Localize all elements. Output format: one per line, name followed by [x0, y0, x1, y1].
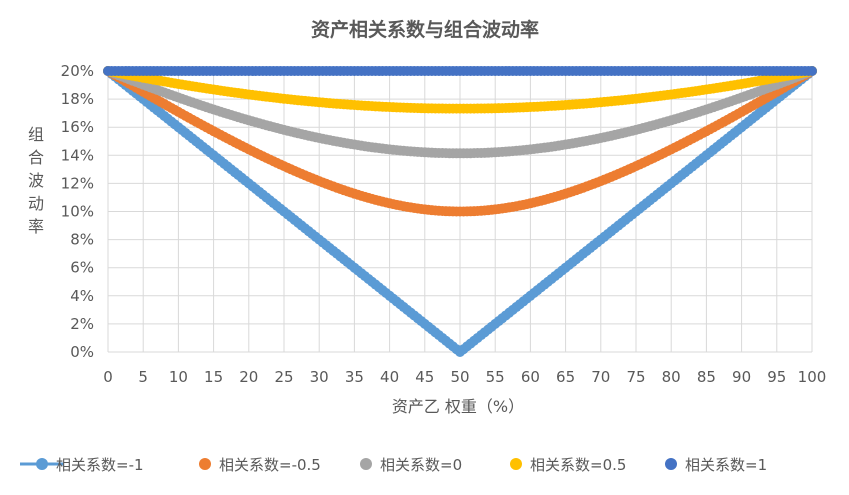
- x-tick-labels: 0 5 10 15 20 25 30 35 40 45 50 55 60 65 70 75 80 85 90 95 10…: [103, 368, 826, 386]
- x-tick-label: 25: [274, 368, 293, 386]
- y-axis-label: 组合波动率: [28, 125, 44, 236]
- y-tick-label: 8%: [70, 231, 94, 249]
- legend-marker: [360, 458, 372, 470]
- x-tick-label: 40: [380, 368, 399, 386]
- x-tick-label: 95: [767, 368, 786, 386]
- legend-marker: [199, 458, 211, 470]
- legend-label: 相关系数=0: [380, 456, 462, 474]
- y-axis-label-char: 组: [28, 125, 44, 144]
- x-tick-label: 55: [486, 368, 505, 386]
- y-axis-label-char: 波: [28, 171, 44, 190]
- y-axis-label-char: 动: [28, 194, 44, 213]
- y-axis-label-char: 率: [28, 217, 44, 236]
- chart-title: 资产相关系数与组合波动率: [311, 18, 539, 41]
- y-tick-label: 14%: [61, 146, 94, 164]
- legend-label: 相关系数=-1: [56, 456, 144, 474]
- x-tick-label: 10: [169, 368, 188, 386]
- x-tick-label: 15: [204, 368, 223, 386]
- y-tick-label: 18%: [61, 90, 94, 108]
- y-tick-label: 20%: [61, 62, 94, 80]
- x-tick-label: 0: [103, 368, 113, 386]
- legend-item: 相关系数=0.5: [510, 456, 626, 474]
- legend-item: 相关系数=0: [360, 456, 462, 474]
- x-tick-label: 60: [521, 368, 540, 386]
- x-tick-label: 20: [239, 368, 258, 386]
- x-tick-label: 80: [662, 368, 681, 386]
- legend-item: 相关系数=-0.5: [199, 456, 321, 474]
- x-tick-label: 50: [450, 368, 469, 386]
- y-tick-label: 2%: [70, 315, 94, 333]
- y-tick-label: 0%: [70, 343, 94, 361]
- y-tick-label: 6%: [70, 259, 94, 277]
- y-tick-label: 4%: [70, 287, 94, 305]
- legend-label: 相关系数=0.5: [530, 456, 626, 474]
- y-tick-label: 16%: [61, 118, 94, 136]
- y-tick-labels: 0% 2% 4% 6% 8% 10% 12% 14% 16% 18% 20%: [61, 62, 94, 361]
- x-tick-label: 75: [626, 368, 645, 386]
- y-axis-label-char: 合: [28, 148, 44, 167]
- x-tick-label: 90: [732, 368, 751, 386]
- series-group: [103, 66, 817, 357]
- series-1: [103, 66, 817, 76]
- x-tick-label: 100: [798, 368, 827, 386]
- legend-marker: [665, 458, 677, 470]
- legend-label: 相关系数=1: [685, 456, 767, 474]
- x-tick-label: 85: [697, 368, 716, 386]
- legend-label: 相关系数=-0.5: [219, 456, 321, 474]
- x-axis-label: 资产乙 权重（%）: [392, 397, 524, 416]
- series--1: [103, 66, 817, 357]
- x-tick-label: 30: [310, 368, 329, 386]
- legend-marker: [510, 458, 522, 470]
- x-tick-label: 45: [415, 368, 434, 386]
- legend-marker: [36, 458, 48, 470]
- y-tick-label: 10%: [61, 203, 94, 221]
- legend-item: 相关系数=-1: [20, 456, 144, 474]
- x-tick-label: 5: [138, 368, 148, 386]
- data-point: [807, 66, 817, 76]
- legend: 相关系数=-1 相关系数=-0.5 相关系数=0 相关系数=0.5 相关系数=1: [20, 456, 767, 474]
- series--0.5: [103, 66, 817, 217]
- x-tick-label: 35: [345, 368, 364, 386]
- x-tick-label: 65: [556, 368, 575, 386]
- y-tick-label: 12%: [61, 174, 94, 192]
- x-tick-label: 70: [591, 368, 610, 386]
- legend-item: 相关系数=1: [665, 456, 767, 474]
